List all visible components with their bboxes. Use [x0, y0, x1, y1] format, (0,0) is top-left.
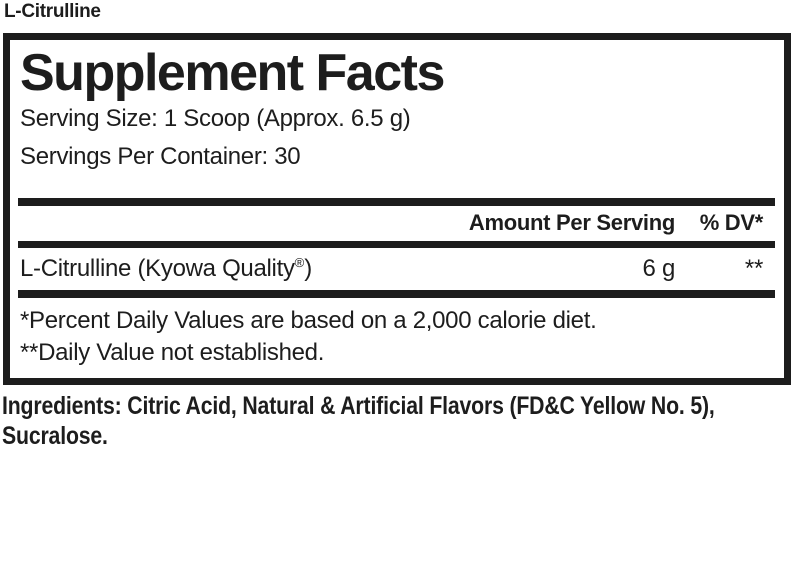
servings-per-container-line: Servings Per Container: 30	[20, 143, 301, 170]
ingredient-name-text: L-Citrulline (Kyowa Quality	[20, 255, 295, 282]
divider-under-header	[18, 241, 775, 248]
divider-thick-bottom	[18, 290, 775, 298]
column-header-dv: % DV*	[699, 210, 764, 235]
ingredient-amount: 6 g	[642, 255, 676, 282]
ingredients-line-2: Sucralose.	[2, 422, 108, 450]
ingredients-line-1: Ingredients: Citric Acid, Natural & Arti…	[2, 392, 715, 420]
ingredient-name: L-Citrulline (Kyowa Quality®)	[20, 255, 312, 283]
column-header-row: Amount Per Serving % DV*	[18, 206, 775, 241]
panel-inner: Supplement Facts Serving Size: 1 Scoop (…	[10, 46, 784, 369]
panel-title: Supplement Facts	[20, 44, 445, 102]
product-name-heading: L-Citrulline	[4, 1, 101, 22]
ingredients-statement: Ingredients: Citric Acid, Natural & Arti…	[2, 391, 715, 451]
ingredient-dv: **	[744, 255, 763, 282]
registered-trademark-symbol: ®	[294, 255, 305, 270]
column-header-amount: Amount Per Serving	[468, 210, 675, 235]
supplement-facts-panel: Supplement Facts Serving Size: 1 Scoop (…	[3, 33, 791, 385]
table-row: L-Citrulline (Kyowa Quality®) 6 g **	[18, 248, 775, 290]
footnotes: *Percent Daily Values are based on a 2,0…	[20, 305, 775, 369]
ingredient-name-close: )	[304, 255, 312, 282]
divider-thick-top	[18, 198, 775, 206]
footnote-daily-values: *Percent Daily Values are based on a 2,0…	[20, 307, 597, 334]
serving-size-line: Serving Size: 1 Scoop (Approx. 6.5 g)	[20, 105, 411, 132]
footnote-dv-not-established: **Daily Value not established.	[20, 339, 325, 366]
serving-info: Serving Size: 1 Scoop (Approx. 6.5 g) Se…	[20, 100, 775, 176]
